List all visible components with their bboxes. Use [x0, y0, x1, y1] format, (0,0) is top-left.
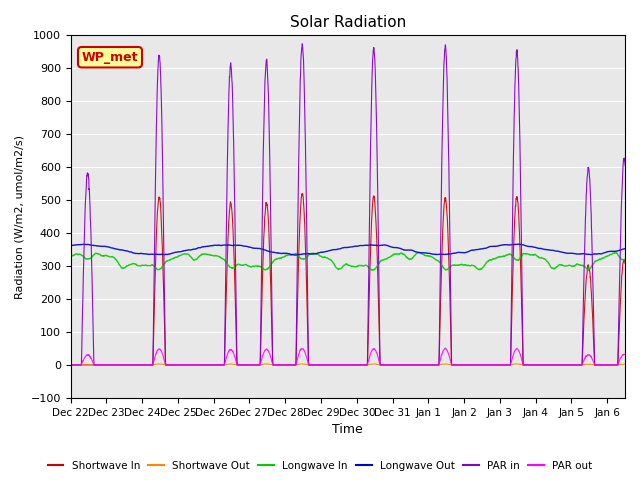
Title: Solar Radiation: Solar Radiation [290, 15, 406, 30]
Text: WP_met: WP_met [82, 51, 138, 64]
Legend: Shortwave In, Shortwave Out, Longwave In, Longwave Out, PAR in, PAR out: Shortwave In, Shortwave Out, Longwave In… [44, 456, 596, 475]
Y-axis label: Radiation (W/m2, umol/m2/s): Radiation (W/m2, umol/m2/s) [15, 134, 25, 299]
X-axis label: Time: Time [332, 423, 364, 436]
